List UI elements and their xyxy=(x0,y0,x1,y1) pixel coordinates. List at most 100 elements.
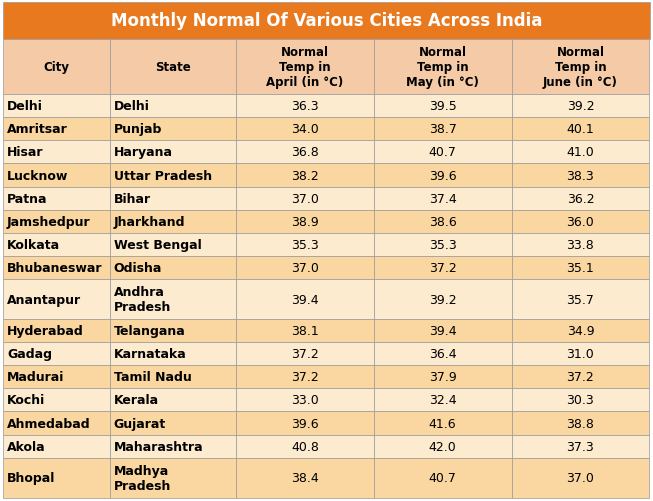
Bar xyxy=(374,279,511,320)
Text: 38.1: 38.1 xyxy=(291,325,319,338)
Text: Gadag: Gadag xyxy=(7,348,52,361)
Bar xyxy=(110,95,236,118)
Bar xyxy=(110,279,236,320)
Bar xyxy=(511,141,649,164)
Bar xyxy=(3,366,110,389)
Bar xyxy=(511,95,649,118)
Text: 39.6: 39.6 xyxy=(291,417,319,430)
Text: 38.4: 38.4 xyxy=(291,471,319,484)
Bar xyxy=(374,233,511,256)
Bar xyxy=(374,95,511,118)
Bar xyxy=(110,435,236,458)
Bar xyxy=(374,366,511,389)
Text: Bihar: Bihar xyxy=(114,192,151,205)
Text: 38.8: 38.8 xyxy=(567,417,594,430)
Bar xyxy=(511,210,649,233)
Bar xyxy=(374,210,511,233)
Text: 40.7: 40.7 xyxy=(429,146,456,159)
Bar xyxy=(236,343,374,366)
Text: Jharkhand: Jharkhand xyxy=(114,215,185,228)
Bar xyxy=(110,320,236,343)
Text: Kochi: Kochi xyxy=(7,394,45,407)
Text: 36.4: 36.4 xyxy=(429,348,456,361)
Bar xyxy=(110,256,236,279)
Text: Madurai: Madurai xyxy=(7,371,64,384)
Bar xyxy=(236,187,374,210)
Bar xyxy=(110,118,236,141)
Bar xyxy=(236,95,374,118)
Text: 41.6: 41.6 xyxy=(429,417,456,430)
Bar xyxy=(236,279,374,320)
Text: City: City xyxy=(43,61,69,74)
Bar xyxy=(236,458,374,498)
Bar xyxy=(3,187,110,210)
Bar xyxy=(511,40,649,95)
Text: Delhi: Delhi xyxy=(114,100,150,113)
Bar xyxy=(3,40,110,95)
Bar xyxy=(110,412,236,435)
Bar xyxy=(374,256,511,279)
Bar xyxy=(3,256,110,279)
Text: 35.1: 35.1 xyxy=(567,262,594,274)
Text: Telangana: Telangana xyxy=(114,325,185,338)
Text: 41.0: 41.0 xyxy=(567,146,594,159)
Text: Bhubaneswar: Bhubaneswar xyxy=(7,262,103,274)
Bar xyxy=(3,320,110,343)
Text: Ahmedabad: Ahmedabad xyxy=(7,417,91,430)
Bar xyxy=(3,118,110,141)
Text: 39.4: 39.4 xyxy=(429,325,456,338)
Bar xyxy=(236,320,374,343)
Bar xyxy=(236,118,374,141)
Text: 37.0: 37.0 xyxy=(567,471,594,484)
Bar xyxy=(236,210,374,233)
Text: Kerala: Kerala xyxy=(114,394,159,407)
Bar xyxy=(236,40,374,95)
Bar xyxy=(110,389,236,412)
Bar xyxy=(236,164,374,187)
Text: 37.4: 37.4 xyxy=(429,192,456,205)
Text: Amritsar: Amritsar xyxy=(7,123,68,136)
Bar xyxy=(110,40,236,95)
Text: Jamshedpur: Jamshedpur xyxy=(7,215,91,228)
Text: 37.0: 37.0 xyxy=(291,192,319,205)
Text: Patna: Patna xyxy=(7,192,48,205)
Text: 39.5: 39.5 xyxy=(429,100,456,113)
Text: 36.3: 36.3 xyxy=(291,100,319,113)
Bar xyxy=(511,435,649,458)
Bar xyxy=(511,343,649,366)
Text: 37.0: 37.0 xyxy=(291,262,319,274)
Bar xyxy=(511,118,649,141)
Text: 34.9: 34.9 xyxy=(567,325,594,338)
Text: 33.0: 33.0 xyxy=(291,394,319,407)
Bar xyxy=(374,141,511,164)
Text: Odisha: Odisha xyxy=(114,262,162,274)
Bar xyxy=(511,233,649,256)
Bar xyxy=(110,164,236,187)
Text: Tamil Nadu: Tamil Nadu xyxy=(114,371,191,384)
Text: 38.2: 38.2 xyxy=(291,169,319,182)
Text: 37.3: 37.3 xyxy=(567,440,594,453)
Text: 40.7: 40.7 xyxy=(429,471,456,484)
Bar xyxy=(110,141,236,164)
Text: 36.0: 36.0 xyxy=(567,215,594,228)
Text: 35.7: 35.7 xyxy=(567,293,594,306)
Bar xyxy=(236,141,374,164)
Bar xyxy=(374,40,511,95)
Bar xyxy=(3,412,110,435)
Bar xyxy=(110,366,236,389)
Bar xyxy=(374,118,511,141)
Text: Bhopal: Bhopal xyxy=(7,471,56,484)
Bar xyxy=(374,389,511,412)
Bar xyxy=(3,435,110,458)
Bar xyxy=(511,279,649,320)
Bar xyxy=(511,320,649,343)
Text: Anantapur: Anantapur xyxy=(7,293,81,306)
Bar xyxy=(374,343,511,366)
Bar xyxy=(110,343,236,366)
Text: 33.8: 33.8 xyxy=(567,238,594,251)
Bar xyxy=(3,343,110,366)
Bar xyxy=(236,233,374,256)
Text: 39.6: 39.6 xyxy=(429,169,456,182)
Bar xyxy=(3,164,110,187)
Bar xyxy=(236,389,374,412)
